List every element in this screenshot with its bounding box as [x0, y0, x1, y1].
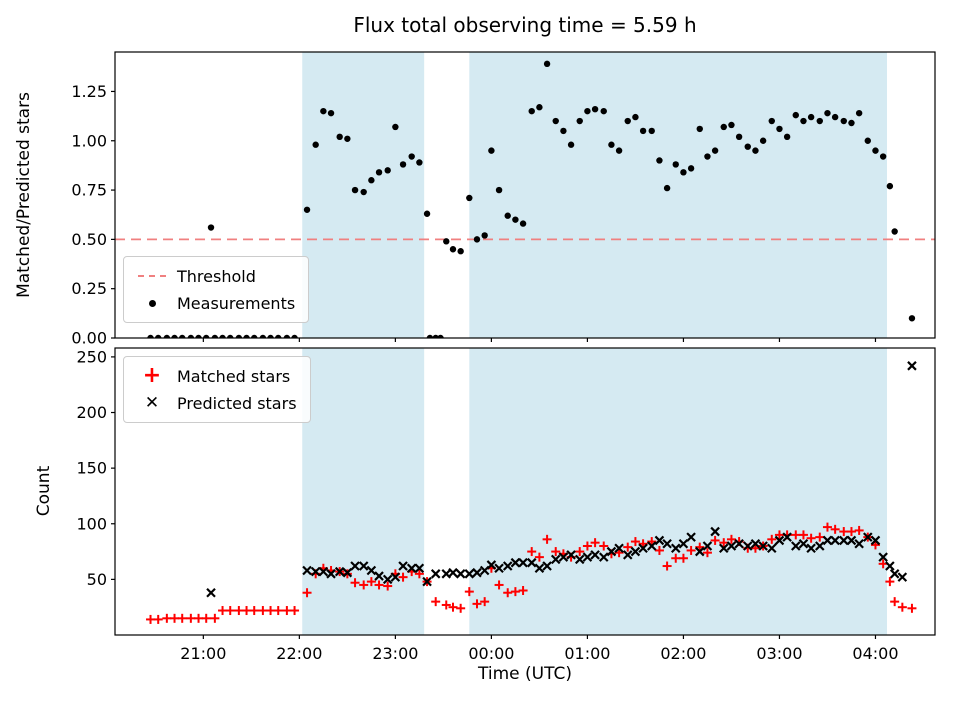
x-marker-icon: ✕: [144, 392, 160, 413]
x-tick-label: 22:00: [276, 644, 322, 663]
y-tick-label: 100: [76, 514, 107, 533]
dot-marker-icon: [148, 299, 156, 307]
top-ylabel-text: Matched/Predicted stars: [14, 92, 34, 298]
chart-title: Flux total observing time = 5.59 h: [353, 13, 697, 37]
bottom-ylabel-text: Count: [34, 465, 54, 517]
plus-marker-icon: +: [142, 363, 162, 388]
legend-label-matched-stars: Matched stars: [177, 366, 291, 386]
y-tick-label: 150: [76, 459, 107, 478]
legend-item-threshold: Threshold: [137, 266, 295, 286]
subplot-1: 50 100 150 200 250 21:00 22:00 23:00 00:00 01:00 0…: [76, 347, 936, 663]
y-tick-label: 200: [76, 403, 107, 422]
legend-label-threshold: Threshold: [177, 266, 256, 286]
y-tick-label: 0.50: [71, 230, 107, 249]
legend-label-measurements: Measurements: [177, 293, 296, 313]
y-tick-label: 0.75: [71, 181, 107, 200]
x-tick-label: 23:00: [372, 644, 418, 663]
x-tick-label: 01:00: [564, 644, 610, 663]
subplot-0: 0.00 0.25 0.50 0.75 1.00 1.25: [71, 51, 936, 348]
y-tick-label: 50: [87, 570, 107, 589]
y-tick-label: 1.25: [71, 82, 107, 101]
y-tick-label: 0.25: [71, 279, 107, 298]
predicted-swatch: ✕: [137, 393, 167, 413]
axes-frame: [114, 347, 936, 636]
dashed-line-icon: [138, 275, 166, 277]
threshold-swatch: [137, 266, 167, 286]
matched-swatch: +: [137, 363, 167, 388]
axes-frame: [114, 51, 936, 339]
x-tick-label: 03:00: [756, 644, 802, 663]
series-measurements: [147, 60, 916, 338]
x-tick-label: 02:00: [660, 644, 706, 663]
legend-item-matched-stars: + Matched stars: [137, 363, 297, 388]
series-predicted-stars: [206, 361, 917, 598]
x-tick-label: 21:00: [180, 644, 226, 663]
observing-window-shade: [302, 348, 425, 635]
observing-window-shade: [469, 348, 887, 635]
x-tick-label: 04:00: [852, 644, 898, 663]
measurements-swatch: [137, 293, 167, 313]
y-tick-label: 1.00: [71, 131, 107, 150]
y-tick-label: 250: [76, 347, 107, 366]
legend-item-measurements: Measurements: [137, 293, 295, 313]
bottom-plot-legend: + Matched stars ✕ Predicted stars: [123, 356, 311, 423]
top-plot-legend: Threshold Measurements: [123, 256, 310, 323]
observing-window-shade: [469, 52, 887, 338]
series-matched-stars: [146, 522, 917, 624]
legend-label-predicted-stars: Predicted stars: [177, 393, 297, 413]
x-axis-label: Time (UTC): [478, 664, 572, 684]
x-tick-label: 00:00: [468, 644, 514, 663]
y-tick-label: 0.00: [71, 329, 107, 348]
legend-item-predicted-stars: ✕ Predicted stars: [137, 393, 297, 413]
